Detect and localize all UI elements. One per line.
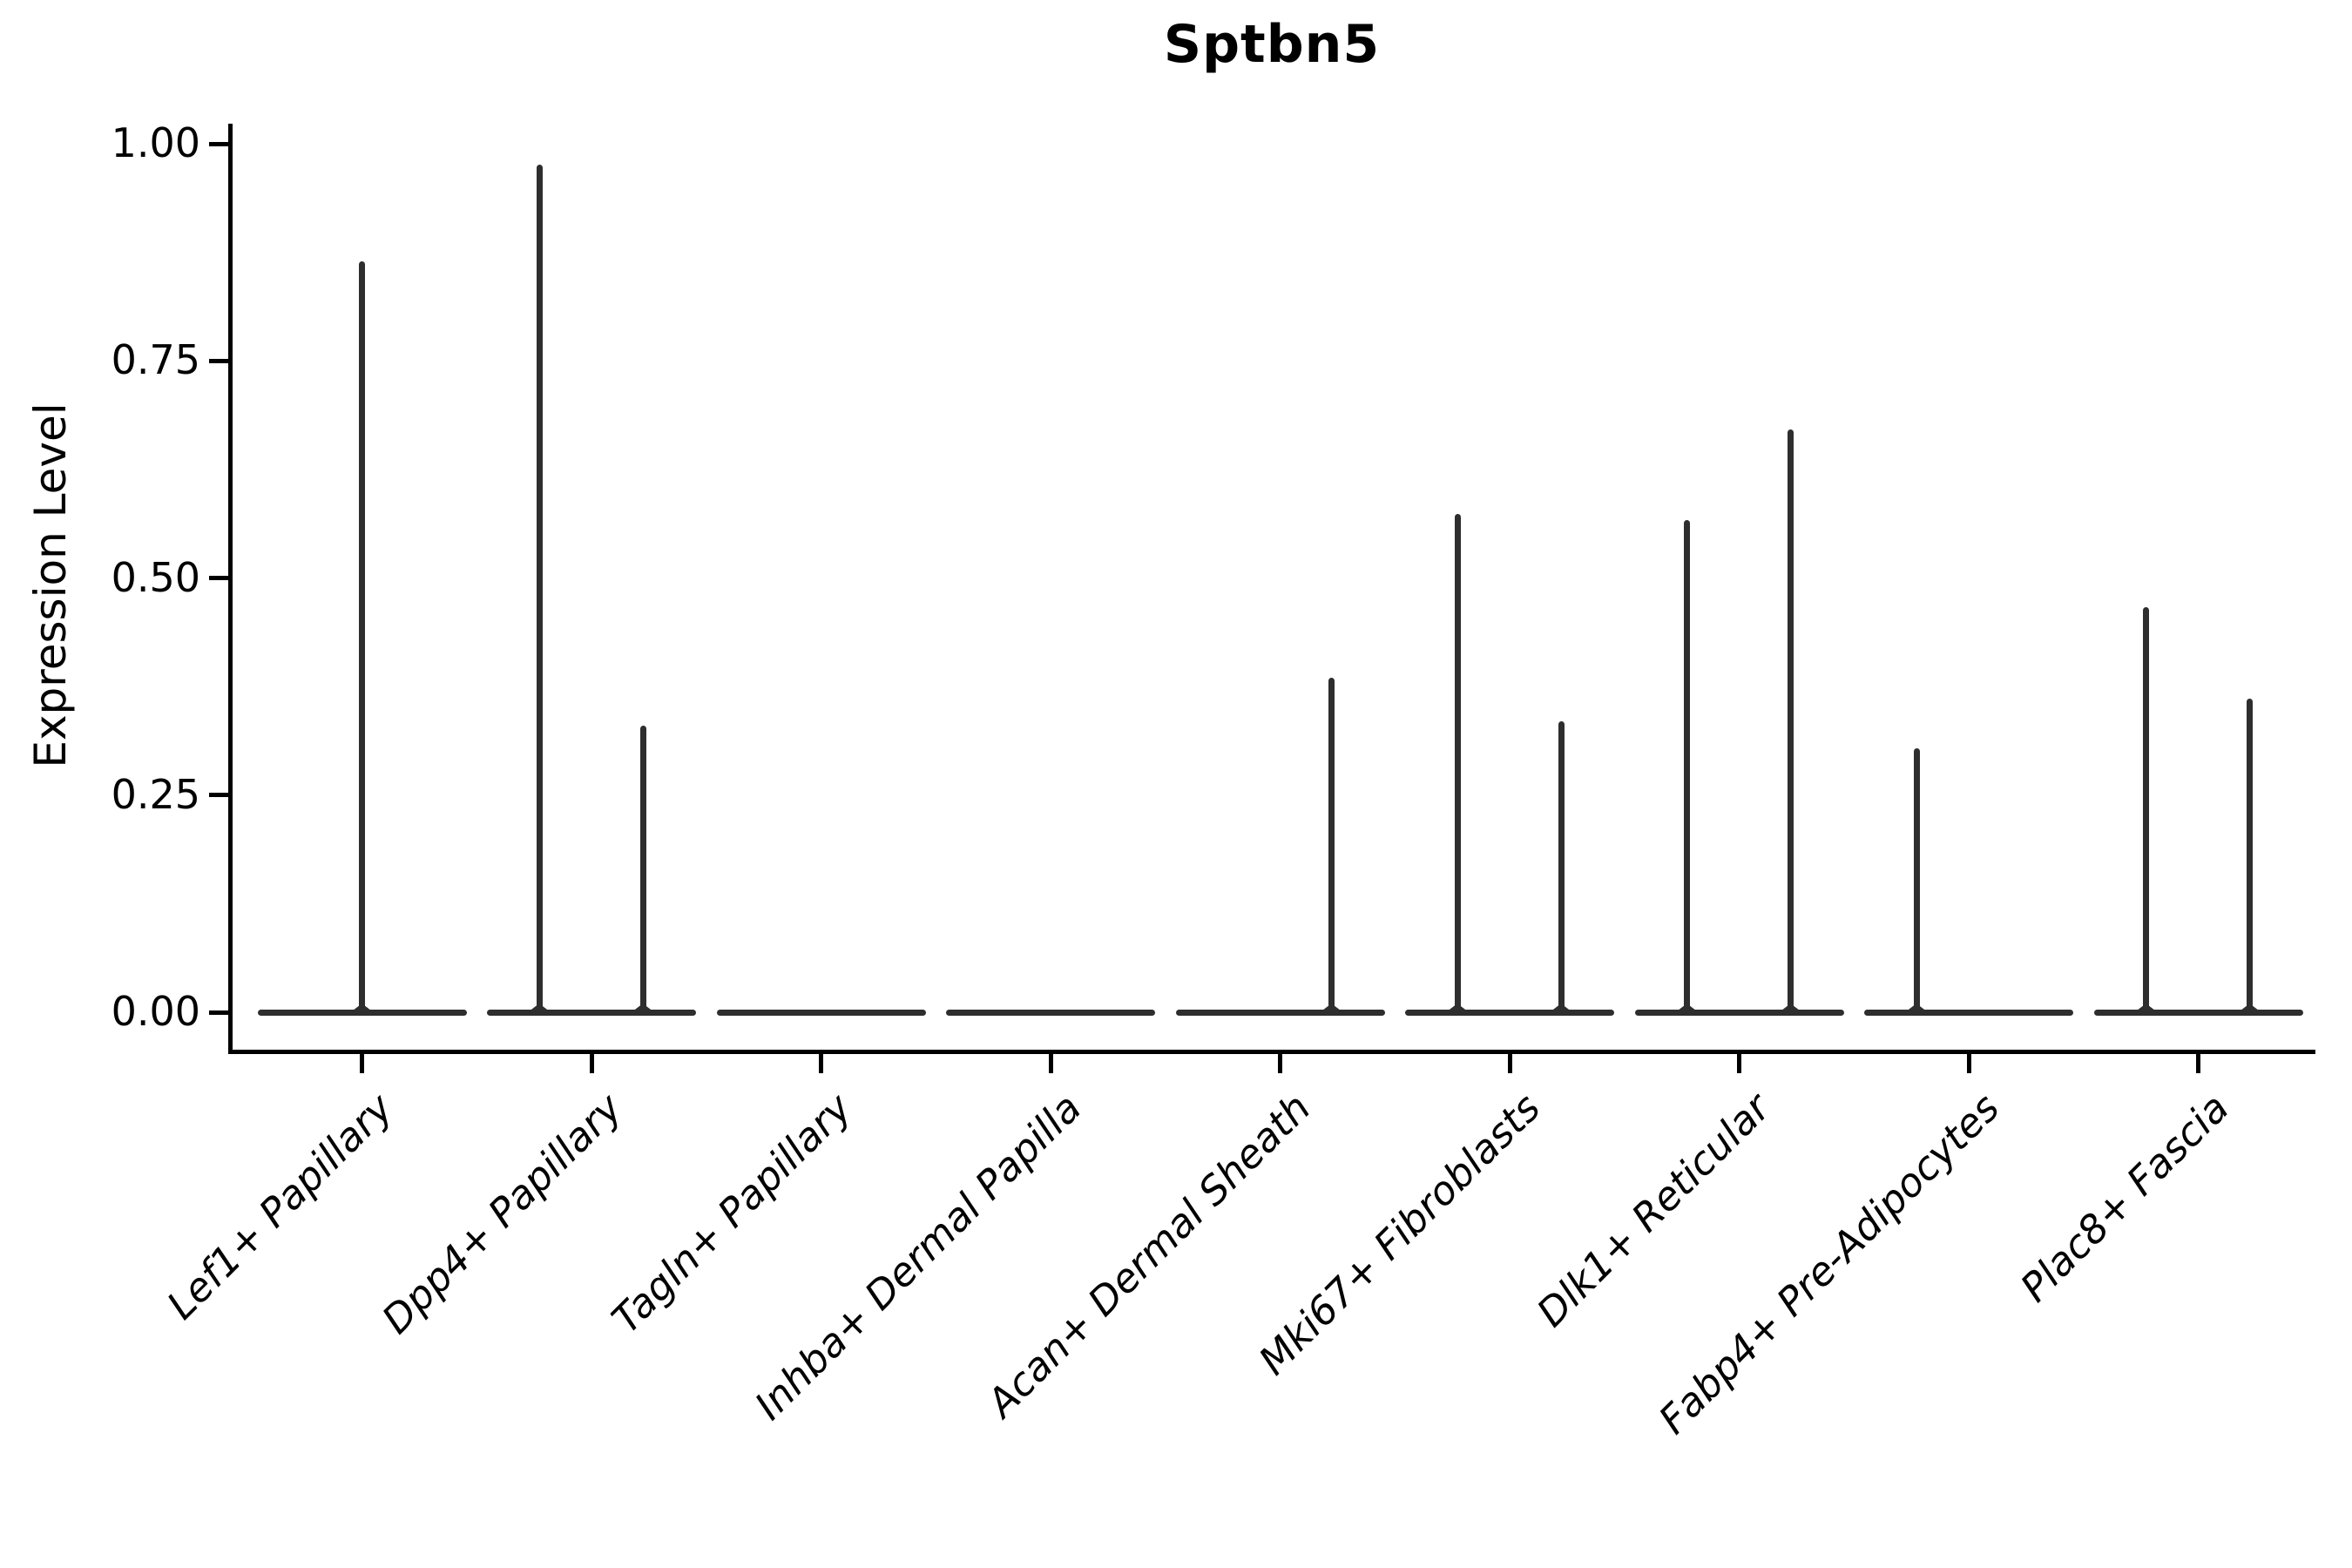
y-tick-label: 0.00: [111, 988, 200, 1035]
violin-spike: [1558, 721, 1565, 1012]
y-tick-label: 1.00: [111, 119, 200, 166]
x-tick-mark: [819, 1051, 823, 1073]
violin-spike: [536, 164, 543, 1012]
violin-body: [946, 1009, 1155, 1016]
violin-spike: [1788, 429, 1794, 1012]
x-tick-mark: [1966, 1051, 1971, 1073]
x-tick-mark: [1737, 1051, 1741, 1073]
violin-body: [1634, 1009, 1844, 1016]
y-tick-mark: [209, 358, 228, 363]
violin-body: [716, 1009, 926, 1016]
x-tick-label: Plac8+ Fascia: [2011, 1085, 2238, 1311]
violin-body: [487, 1009, 696, 1016]
y-tick-mark: [209, 141, 228, 146]
violin-spike: [639, 725, 646, 1012]
x-tick-mark: [2196, 1051, 2200, 1073]
x-tick-label: Lef1+ Papillary: [158, 1085, 402, 1328]
y-tick-label: 0.25: [111, 770, 200, 818]
violin-body: [1175, 1009, 1385, 1016]
x-tick-mark: [360, 1051, 364, 1073]
x-tick-mark: [1048, 1051, 1053, 1073]
violin-spike: [2143, 607, 2149, 1012]
x-tick-label: Dlk1+ Reticular: [1527, 1085, 1779, 1336]
y-tick-mark: [209, 793, 228, 798]
violin-spike: [2247, 699, 2253, 1012]
x-tick-mark: [1278, 1051, 1282, 1073]
y-tick-label: 0.50: [111, 553, 200, 601]
x-tick-mark: [589, 1051, 594, 1073]
violin-spike: [1454, 513, 1461, 1012]
violin-spike: [1684, 519, 1690, 1012]
y-tick-mark: [209, 576, 228, 580]
violin-spike: [359, 260, 365, 1012]
violin-body: [2093, 1009, 2303, 1016]
plot-title: Sptbn5: [1163, 14, 1381, 75]
violin-body: [1864, 1009, 2073, 1016]
x-axis-spine: [228, 1050, 2315, 1054]
violin-body: [1405, 1009, 1614, 1016]
x-tick-label: Tagln+ Papillary: [603, 1085, 861, 1342]
y-tick-label: 0.75: [111, 336, 200, 384]
x-tick-mark: [1507, 1051, 1512, 1073]
violin-spike: [1328, 678, 1335, 1012]
violin-spike: [1913, 747, 1920, 1012]
x-tick-label: Dpp4+ Papillary: [373, 1085, 632, 1343]
y-axis-spine: [228, 124, 233, 1054]
y-tick-mark: [209, 1010, 228, 1015]
